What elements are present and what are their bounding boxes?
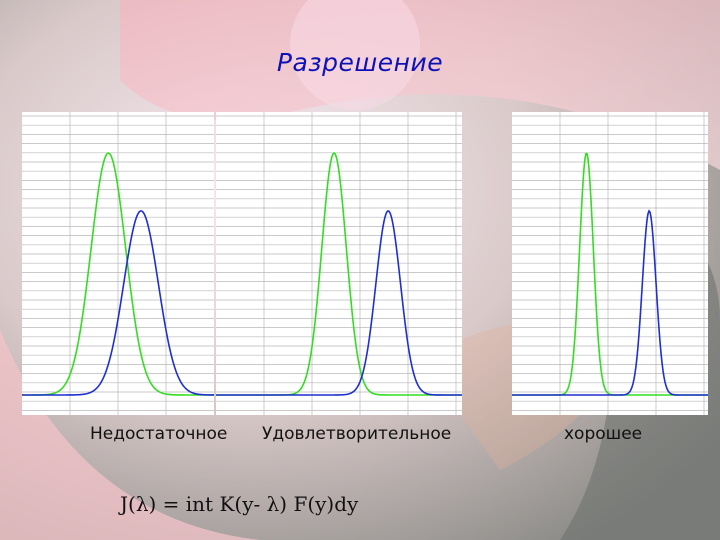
plot-insufficient	[22, 112, 214, 415]
caption-satisfactory: Удовлетворительное	[262, 424, 452, 444]
caption-insufficient: Недостаточное	[90, 424, 228, 444]
blue-curve	[512, 209, 708, 396]
green-curve	[22, 152, 214, 396]
chart-panel-satisfactory	[216, 112, 462, 415]
page-title: Разрешение	[276, 48, 444, 77]
resolution-formula: J(λ) = int K(y- λ) F(y)dy	[120, 492, 359, 516]
grid-lines	[22, 112, 214, 415]
blue-curve	[216, 210, 462, 396]
chart-panel-good	[512, 112, 708, 415]
chart-panel-insufficient	[22, 112, 214, 415]
plot-satisfactory	[216, 112, 462, 415]
plot-good	[512, 112, 708, 415]
blue-curve	[22, 210, 214, 396]
caption-good: хорошее	[564, 424, 643, 444]
grid-lines	[512, 112, 708, 415]
grid-lines	[216, 112, 462, 415]
